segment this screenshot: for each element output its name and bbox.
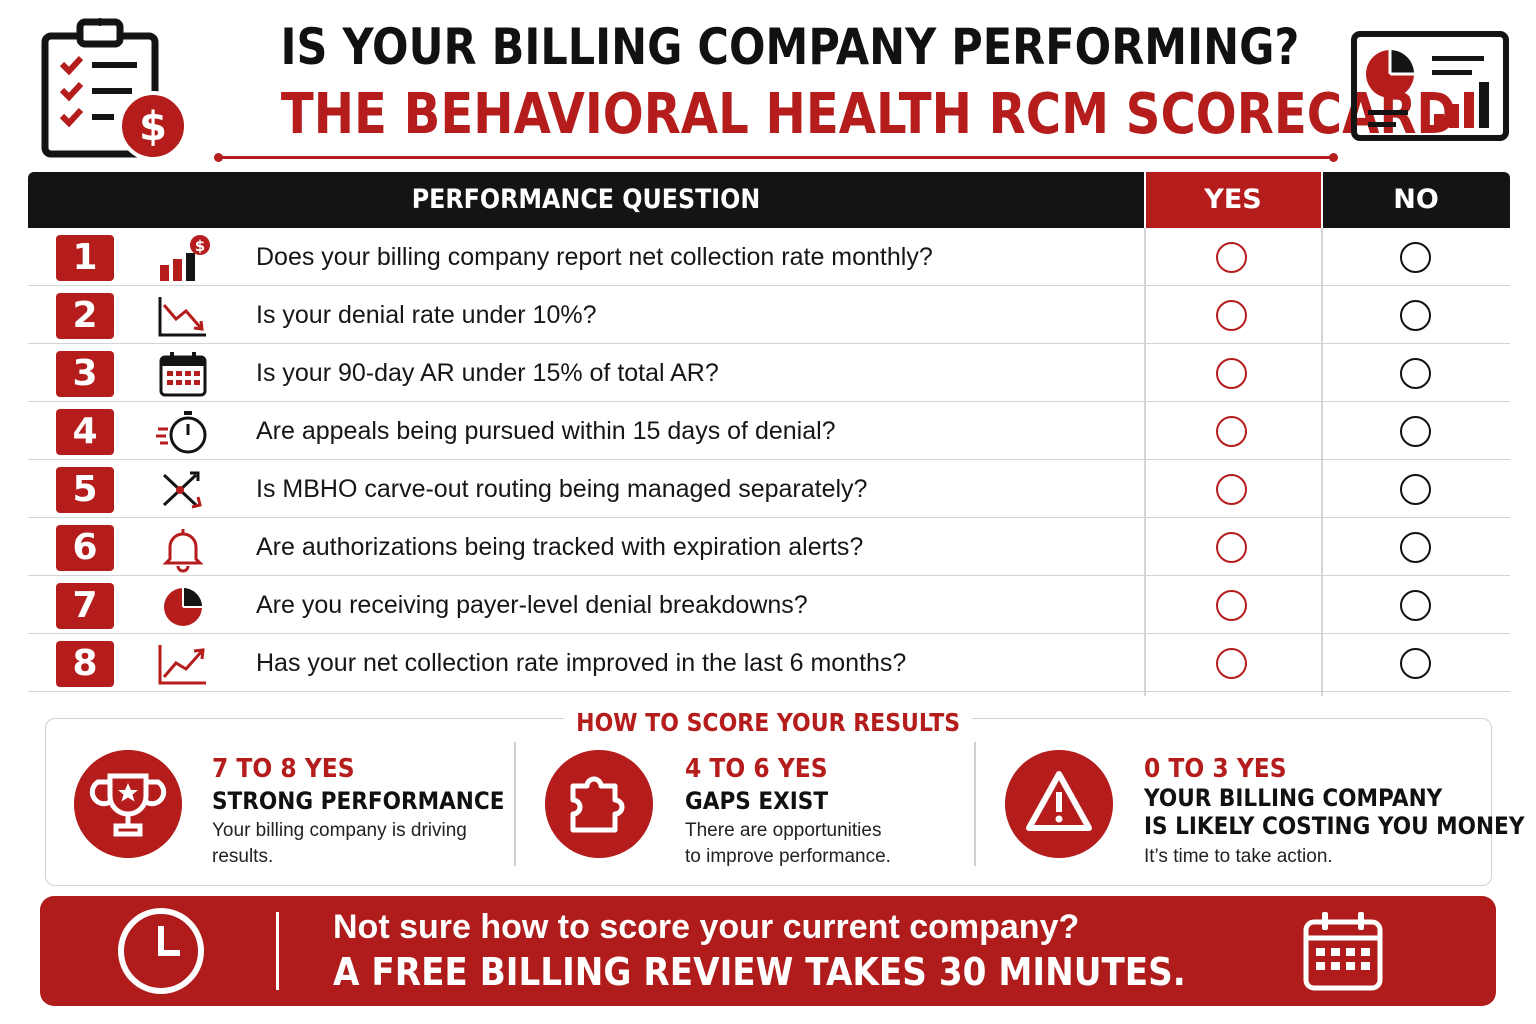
tier-heading: STRONG PERFORMANCE bbox=[212, 787, 505, 815]
table-row: 6 Are authorizations being tracked with … bbox=[28, 518, 1510, 576]
page-subtitle: THE BEHAVIORAL HEALTH RCM SCORECARD bbox=[280, 82, 1457, 147]
question-text: Are you receiving payer-level denial bre… bbox=[256, 591, 808, 619]
routing-arrows-icon bbox=[162, 471, 202, 509]
clock-icon bbox=[118, 908, 204, 994]
table-row: 2 Is your denial rate under 10%? bbox=[28, 286, 1510, 344]
row-number: 8 bbox=[56, 641, 114, 687]
dashboard-chart-icon bbox=[1351, 31, 1509, 141]
no-radio[interactable] bbox=[1400, 474, 1431, 505]
trophy-icon bbox=[74, 750, 182, 858]
svg-text:$: $ bbox=[139, 104, 167, 150]
column-divider bbox=[1321, 228, 1323, 696]
yes-radio[interactable] bbox=[1216, 532, 1247, 563]
cta-offer: A FREE BILLING REVIEW TAKES 30 MINUTES. bbox=[333, 950, 1186, 994]
stopwatch-icon bbox=[156, 411, 207, 454]
tier-desc: results. bbox=[212, 846, 274, 867]
no-radio[interactable] bbox=[1400, 532, 1431, 563]
row-number: 5 bbox=[56, 467, 114, 513]
question-text: Are authorizations being tracked with ex… bbox=[256, 533, 864, 561]
header-yes: YES bbox=[1145, 172, 1321, 228]
tier-range: 4 TO 6 YES bbox=[685, 754, 828, 784]
table-row: 1 $ Does your billing company report net… bbox=[28, 228, 1510, 286]
question-text: Is your 90-day AR under 15% of total AR? bbox=[256, 359, 719, 387]
no-radio[interactable] bbox=[1400, 590, 1431, 621]
calendar-icon bbox=[159, 352, 207, 397]
question-text: Is your denial rate under 10%? bbox=[256, 301, 597, 329]
cta-divider bbox=[276, 912, 279, 990]
yes-radio[interactable] bbox=[1216, 648, 1247, 679]
yes-radio[interactable] bbox=[1216, 358, 1247, 389]
header-divider bbox=[1144, 172, 1146, 228]
warning-icon bbox=[1005, 750, 1113, 858]
yes-radio[interactable] bbox=[1216, 590, 1247, 621]
table-row: 5 Is MBHO carve-out routing being manage… bbox=[28, 460, 1510, 518]
tier-desc: There are opportunities bbox=[685, 820, 882, 841]
title-divider bbox=[214, 153, 1338, 162]
trend-up-icon bbox=[158, 645, 206, 685]
table-row: 3 Is your 90-day AR under 15% of total A… bbox=[28, 344, 1510, 402]
row-number: 7 bbox=[56, 583, 114, 629]
tier-heading: YOUR BILLING COMPANY bbox=[1144, 784, 1443, 812]
scoring-divider bbox=[974, 742, 976, 866]
scoring-title: HOW TO SCORE YOUR RESULTS bbox=[563, 708, 973, 737]
trend-down-icon bbox=[158, 297, 206, 337]
tier-range: 0 TO 3 YES bbox=[1144, 754, 1287, 784]
column-divider bbox=[1144, 228, 1146, 696]
question-text: Has your net collection rate improved in… bbox=[256, 649, 907, 677]
scoring-title-wrap: HOW TO SCORE YOUR RESULTS bbox=[0, 708, 1536, 737]
yes-radio[interactable] bbox=[1216, 300, 1247, 331]
no-radio[interactable] bbox=[1400, 300, 1431, 331]
row-number: 4 bbox=[56, 409, 114, 455]
tier-range: 7 TO 8 YES bbox=[212, 754, 355, 784]
header-question: PERFORMANCE QUESTION bbox=[411, 184, 761, 215]
puzzle-icon bbox=[545, 750, 653, 858]
cta-banner[interactable] bbox=[40, 896, 1496, 1006]
tier-heading: GAPS EXIST bbox=[685, 787, 829, 815]
calendar-icon bbox=[1303, 912, 1383, 991]
tier-heading: IS LIKELY COSTING YOU MONEY bbox=[1144, 812, 1525, 840]
bar-chart-dollar-icon: $ bbox=[160, 235, 210, 281]
table-header: PERFORMANCE QUESTION YES NO bbox=[28, 172, 1510, 228]
svg-text:$: $ bbox=[195, 237, 205, 255]
question-text: Are appeals being pursued within 15 days… bbox=[256, 417, 836, 445]
cta-question: Not sure how to score your current compa… bbox=[333, 908, 1080, 946]
no-radio[interactable] bbox=[1400, 358, 1431, 389]
no-radio[interactable] bbox=[1400, 242, 1431, 273]
table-row: 8 Has your net collection rate improved … bbox=[28, 634, 1510, 692]
question-text: Does your billing company report net col… bbox=[256, 243, 933, 271]
row-number: 6 bbox=[56, 525, 114, 571]
no-radio[interactable] bbox=[1400, 416, 1431, 447]
scoring-divider bbox=[514, 742, 516, 866]
yes-radio[interactable] bbox=[1216, 416, 1247, 447]
page-title: IS YOUR BILLING COMPANY PERFORMING? bbox=[280, 18, 1300, 76]
row-number: 2 bbox=[56, 293, 114, 339]
table-row: 7 Are you receiving payer-level denial b… bbox=[28, 576, 1510, 634]
row-number: 1 bbox=[56, 235, 114, 281]
bell-icon bbox=[162, 529, 204, 573]
tier-desc: It’s time to take action. bbox=[1144, 846, 1333, 867]
question-text: Is MBHO carve-out routing being managed … bbox=[256, 475, 868, 503]
header-divider bbox=[1321, 172, 1323, 228]
yes-radio[interactable] bbox=[1216, 474, 1247, 505]
tier-desc: to improve performance. bbox=[685, 846, 891, 867]
yes-radio[interactable] bbox=[1216, 242, 1247, 273]
row-number: 3 bbox=[56, 351, 114, 397]
scorecard-table: PERFORMANCE QUESTION YES NO 1 $ Does you… bbox=[28, 172, 1510, 696]
table-row: 4 Are appeals being pursued within 15 da… bbox=[28, 402, 1510, 460]
tier-desc: Your billing company is driving bbox=[212, 820, 467, 841]
pie-chart-icon bbox=[164, 588, 202, 626]
header-no: NO bbox=[1393, 184, 1439, 215]
no-radio[interactable] bbox=[1400, 648, 1431, 679]
checklist-dollar-icon: $ bbox=[41, 18, 188, 161]
